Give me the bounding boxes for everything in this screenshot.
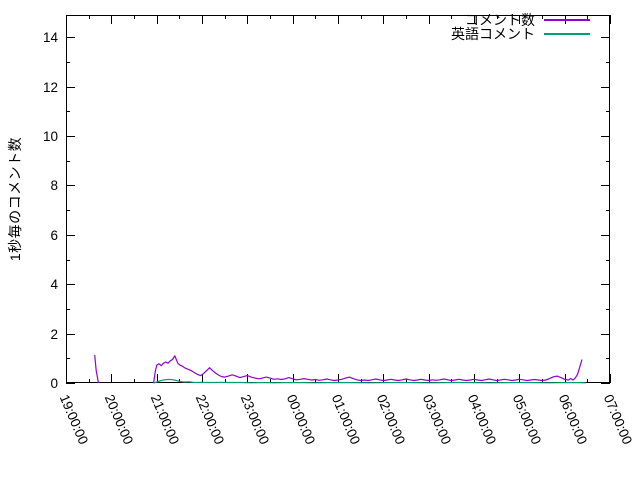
y-tick-label: 12	[43, 80, 58, 95]
legend: コメント数 英語コメント	[451, 13, 590, 41]
legend-line-sample-comments	[544, 19, 590, 21]
x-tick-label: 02:00:00	[374, 392, 408, 446]
plot-border	[66, 15, 610, 383]
legend-line-sample-english-comments	[544, 33, 590, 35]
x-tick-label: 03:00:00	[420, 392, 454, 446]
y-tick-label: 8	[50, 178, 58, 193]
y-tick-label: 6	[50, 228, 58, 243]
x-tick-label: 06:00:00	[556, 392, 590, 446]
series-english-comments-line	[153, 378, 586, 384]
x-tick-label: 22:00:00	[193, 392, 227, 446]
y-tick-label: 0	[50, 376, 58, 391]
legend-item-comments: コメント数	[451, 13, 590, 27]
x-tick-label: 00:00:00	[284, 392, 318, 446]
x-tick-label: 19:00:00	[57, 392, 91, 446]
x-tick-label: 23:00:00	[238, 392, 272, 446]
legend-label-comments: コメント数	[465, 12, 535, 28]
x-tick-label: 07:00:00	[601, 392, 635, 446]
x-tick-label: 04:00:00	[465, 392, 499, 446]
series-comments-line	[153, 355, 583, 384]
y-tick-label: 10	[43, 129, 58, 144]
y-tick-label: 2	[50, 327, 58, 342]
x-tick-label: 05:00:00	[510, 392, 544, 446]
x-tick-label: 21:00:00	[148, 392, 182, 446]
x-tick-label: 01:00:00	[329, 392, 363, 446]
series-comments-line	[94, 355, 100, 384]
y-tick-label: 4	[50, 277, 58, 292]
legend-item-english-comments: 英語コメント	[451, 27, 590, 41]
y-axis-title: 1秒毎のコメント数	[7, 136, 23, 262]
x-tick-label: 20:00:00	[102, 392, 136, 446]
y-tick-label: 14	[43, 30, 59, 45]
legend-label-english-comments: 英語コメント	[451, 26, 535, 42]
